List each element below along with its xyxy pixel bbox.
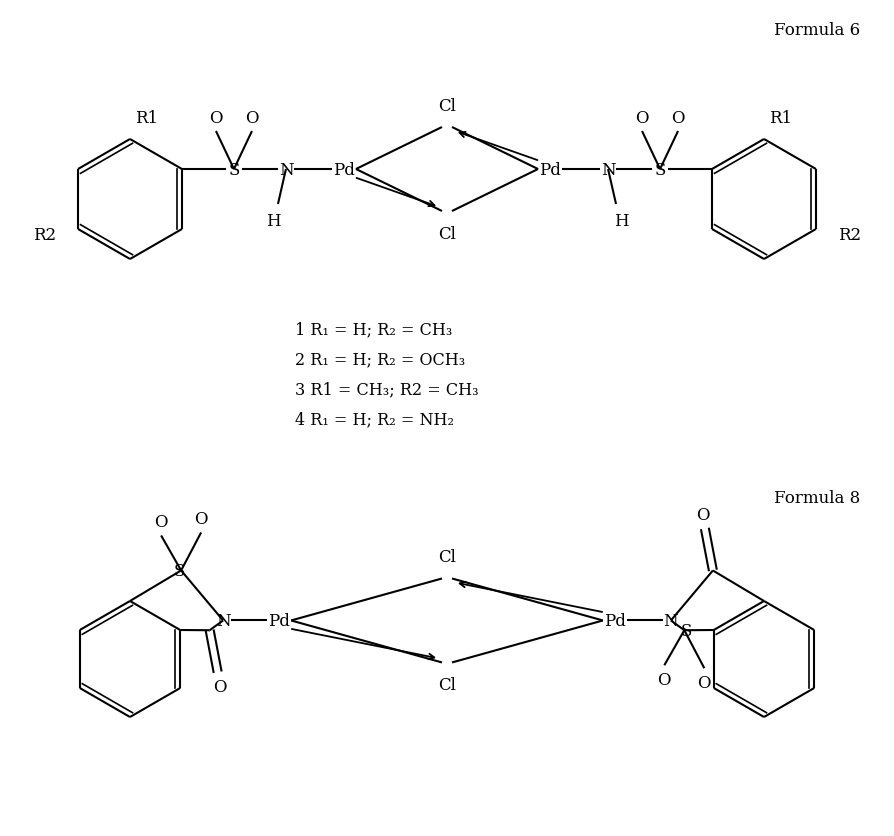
Text: O: O <box>697 674 711 691</box>
Text: C: C <box>209 630 210 631</box>
Text: S: S <box>680 622 692 639</box>
Text: O: O <box>671 110 685 126</box>
Text: Cl: Cl <box>438 225 456 242</box>
Text: Formula 8: Formula 8 <box>773 489 860 507</box>
Text: 4 R₁ = H; R₂ = NH₂: 4 R₁ = H; R₂ = NH₂ <box>295 411 454 428</box>
Text: N: N <box>601 161 615 178</box>
Text: Pd: Pd <box>539 161 561 178</box>
Text: N: N <box>279 161 293 178</box>
Text: O: O <box>636 110 649 126</box>
Text: H: H <box>266 212 281 229</box>
Text: O: O <box>194 510 208 528</box>
Text: R1: R1 <box>769 110 792 126</box>
Text: O: O <box>155 513 168 530</box>
Text: Formula 6: Formula 6 <box>774 22 860 39</box>
Text: S: S <box>654 161 666 178</box>
Text: O: O <box>696 507 710 523</box>
Text: Cl: Cl <box>438 548 456 565</box>
Text: H: H <box>613 212 628 229</box>
Text: 2 R₁ = H; R₂ = OCH₃: 2 R₁ = H; R₂ = OCH₃ <box>295 351 465 368</box>
Text: O: O <box>209 110 223 126</box>
Text: Pd: Pd <box>333 161 355 178</box>
Text: Pd: Pd <box>268 612 290 630</box>
Text: R1: R1 <box>135 110 158 126</box>
Text: R2: R2 <box>33 227 56 243</box>
Text: N: N <box>215 612 231 630</box>
Text: 3 R1 = CH₃; R2 = CH₃: 3 R1 = CH₃; R2 = CH₃ <box>295 381 478 398</box>
Text: Cl: Cl <box>438 97 456 115</box>
Text: 1 R₁ = H; R₂ = CH₃: 1 R₁ = H; R₂ = CH₃ <box>295 321 452 338</box>
Text: O: O <box>213 678 226 695</box>
Text: N: N <box>663 612 679 630</box>
Text: Pd: Pd <box>604 612 626 630</box>
Text: O: O <box>245 110 258 126</box>
Text: S: S <box>173 563 185 579</box>
Text: S: S <box>228 161 240 178</box>
Text: R2: R2 <box>838 227 861 243</box>
Text: Cl: Cl <box>438 676 456 693</box>
Text: O: O <box>658 671 671 688</box>
